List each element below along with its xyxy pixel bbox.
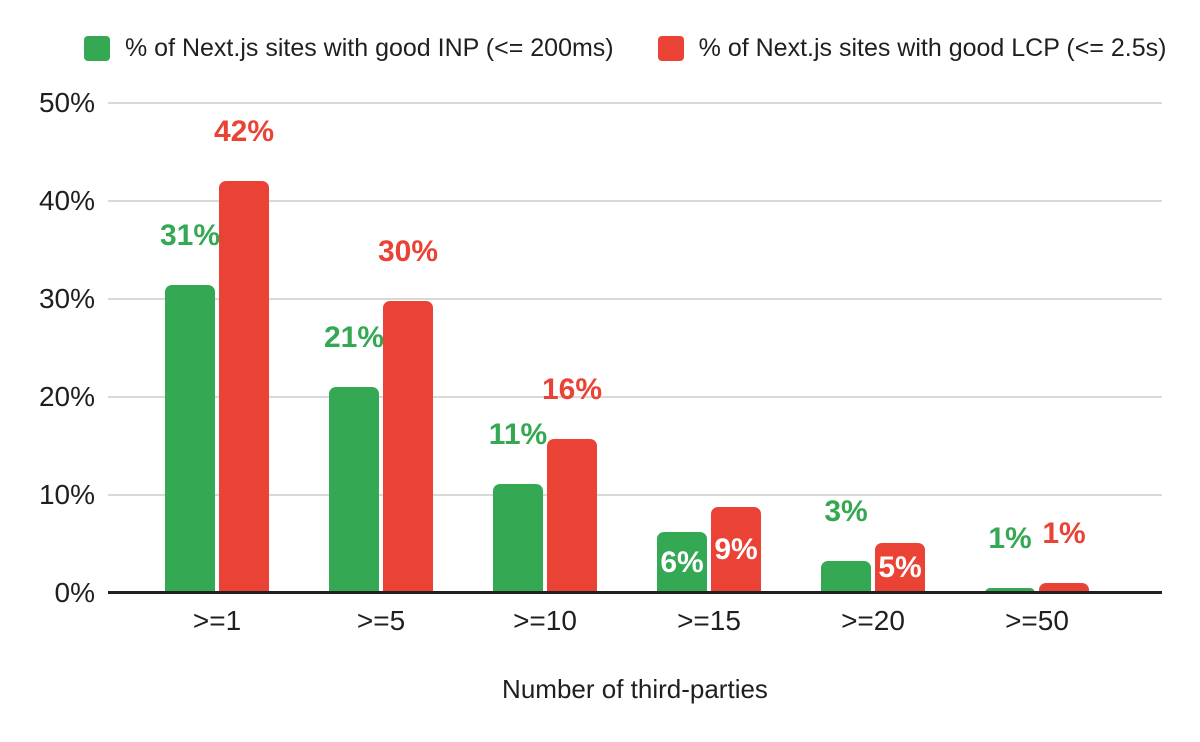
bar-pair: 1% 1% <box>985 517 1089 593</box>
bar-lcp: 9% <box>711 507 761 593</box>
plot-area: 31% 42% >=1 21% 30% >=5 11% 16% >=10 6% 9% >=15 3% 5%… <box>108 102 1162 636</box>
legend-swatch-icon <box>657 36 684 61</box>
gridline <box>108 200 1162 202</box>
x-axis-category-label: >=10 <box>513 605 577 636</box>
y-tick-label: 50% <box>38 87 95 118</box>
legend-label: % of Next.js sites with good INP (<= 200… <box>125 34 614 62</box>
bar-pair: 21% 30% <box>324 235 438 593</box>
bar-value-label: 16% <box>541 373 603 406</box>
bar-lcp: 42% <box>214 115 274 593</box>
x-axis-category-label: >=1 <box>192 605 242 636</box>
bar-group: 6% 9% >=15 <box>627 103 791 636</box>
bar-value-label: 11% <box>488 418 548 451</box>
x-axis-title: Number of third-parties <box>502 674 768 704</box>
bar-group: 11% 16% >=10 <box>463 103 627 636</box>
bar-lcp: 16% <box>542 373 602 593</box>
bar-group: 21% 30% >=5 <box>299 103 463 636</box>
bar-inp: 1% <box>985 522 1035 593</box>
x-axis-category-label: >=20 <box>841 605 905 636</box>
legend-swatch-icon <box>84 36 110 61</box>
bar-group: 31% 42% >=1 <box>135 103 299 636</box>
y-tick-label: 20% <box>38 381 95 412</box>
bar-inp: 11% <box>489 418 547 593</box>
x-axis-category-label: >=5 <box>356 605 406 636</box>
bar-value-label: 5% <box>878 551 922 584</box>
y-tick-label: 40% <box>38 185 95 216</box>
bar-value-label: 1% <box>988 522 1032 555</box>
bar-pair: 6% 9% <box>657 507 761 593</box>
gridline <box>108 494 1162 496</box>
bar-value-label: 21% <box>323 321 385 354</box>
y-tick-label: 10% <box>38 479 95 510</box>
y-tick-label: 0% <box>54 577 95 608</box>
bar-inp: 3% <box>821 495 871 593</box>
bar-lcp: 5% <box>875 543 925 593</box>
bar-inp: 6% <box>657 532 707 593</box>
gridline <box>108 102 1162 104</box>
bar-value-label: 31% <box>159 219 221 252</box>
bar-value-label: 1% <box>1042 517 1086 550</box>
bar-group: 3% 5% >=20 <box>791 103 955 636</box>
x-axis-line <box>108 591 1162 594</box>
bar-pair: 11% 16% <box>489 373 602 593</box>
legend-item-1: % of Next.js sites with good LCP (<= 2.5… <box>657 34 1167 63</box>
bar-value-label: 6% <box>660 545 704 579</box>
chart-legend: % of Next.js sites with good INP (<= 200… <box>84 34 1166 63</box>
gridline <box>108 396 1162 398</box>
bar-value-label: 30% <box>377 235 439 268</box>
bar-group: 1% 1% >=50 <box>955 103 1119 636</box>
legend-label: % of Next.js sites with good LCP (<= 2.5… <box>698 34 1167 62</box>
x-axis-category-label: >=15 <box>677 605 741 636</box>
bar-groups: 31% 42% >=1 21% 30% >=5 11% 16% >=10 6% 9% >=15 3% 5%… <box>135 103 1119 636</box>
bar-inp: 31% <box>160 219 220 593</box>
gridline <box>108 298 1162 300</box>
bar-value-label: 3% <box>824 495 868 528</box>
y-tick-label: 30% <box>38 283 95 314</box>
bar-value-label: 9% <box>714 533 758 566</box>
bar-value-label: 42% <box>213 115 275 148</box>
legend-item-0: % of Next.js sites with good INP (<= 200… <box>84 34 614 63</box>
bar-lcp: 1% <box>1039 517 1089 593</box>
bar-lcp: 30% <box>378 235 438 593</box>
bar-inp: 21% <box>324 321 384 593</box>
bar-pair: 3% 5% <box>821 495 925 593</box>
bar-pair: 31% 42% <box>160 115 274 593</box>
x-axis-category-label: >=50 <box>1005 605 1069 636</box>
